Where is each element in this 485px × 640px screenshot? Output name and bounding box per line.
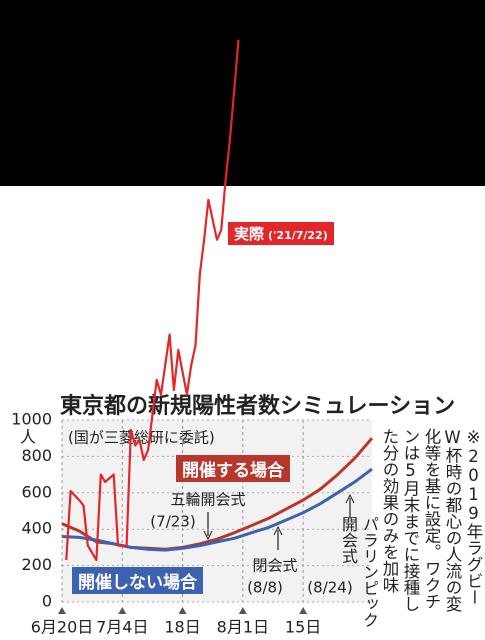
arrow-head (203, 530, 213, 541)
x-tick-label: 6月20日 (31, 618, 94, 637)
annotation: 五輪開会式 (170, 491, 245, 509)
x-tick-label: 15日 (285, 618, 321, 637)
chart-title: 東京都の新規陽性者数シミュレーション (60, 393, 455, 419)
subtitle: (国が三菱総研に委託) (68, 429, 215, 447)
annotation: パラリンピック開会式 (339, 516, 379, 628)
annotation: (7/23) (150, 513, 195, 531)
y-tick-label: 200 (21, 555, 52, 574)
annotation: 閉会式 (252, 557, 297, 575)
legend-label: 開催する場合 (176, 455, 290, 482)
black-band (0, 0, 485, 186)
x-tick-label: 8月1日 (217, 618, 269, 637)
y-tick-label: 1000 (11, 410, 52, 429)
y-tick-label: 600 (21, 482, 52, 501)
annotation: (8/24) (307, 579, 352, 597)
annotation: ('21/7/22) (268, 229, 328, 242)
tick-mark (299, 607, 308, 614)
arrow-head (345, 493, 355, 504)
y-tick-label: 400 (21, 519, 52, 538)
annotation: (8/8) (247, 579, 283, 597)
note: ※2019年ラグビーW杯時の都心の人流の変化等を基に設定。ワクチンは5月末までに… (380, 428, 483, 612)
arrow-head (273, 525, 283, 536)
y-tick-label: 0 (42, 592, 52, 611)
tick-mark (58, 607, 66, 614)
series-line (61, 467, 373, 552)
legend-label: 開催しない場合 (72, 567, 203, 594)
tick-mark (178, 607, 187, 614)
series-line (65, 39, 240, 562)
tick-mark (238, 607, 247, 614)
x-tick-label: 18日 (164, 618, 200, 637)
legend-label: 実際 ('21/7/22) (228, 222, 334, 245)
tick-mark (118, 607, 127, 614)
y-unit: 人 (20, 428, 36, 447)
x-tick-label: 7月4日 (96, 618, 148, 637)
y-tick-label: 800 (21, 446, 52, 465)
